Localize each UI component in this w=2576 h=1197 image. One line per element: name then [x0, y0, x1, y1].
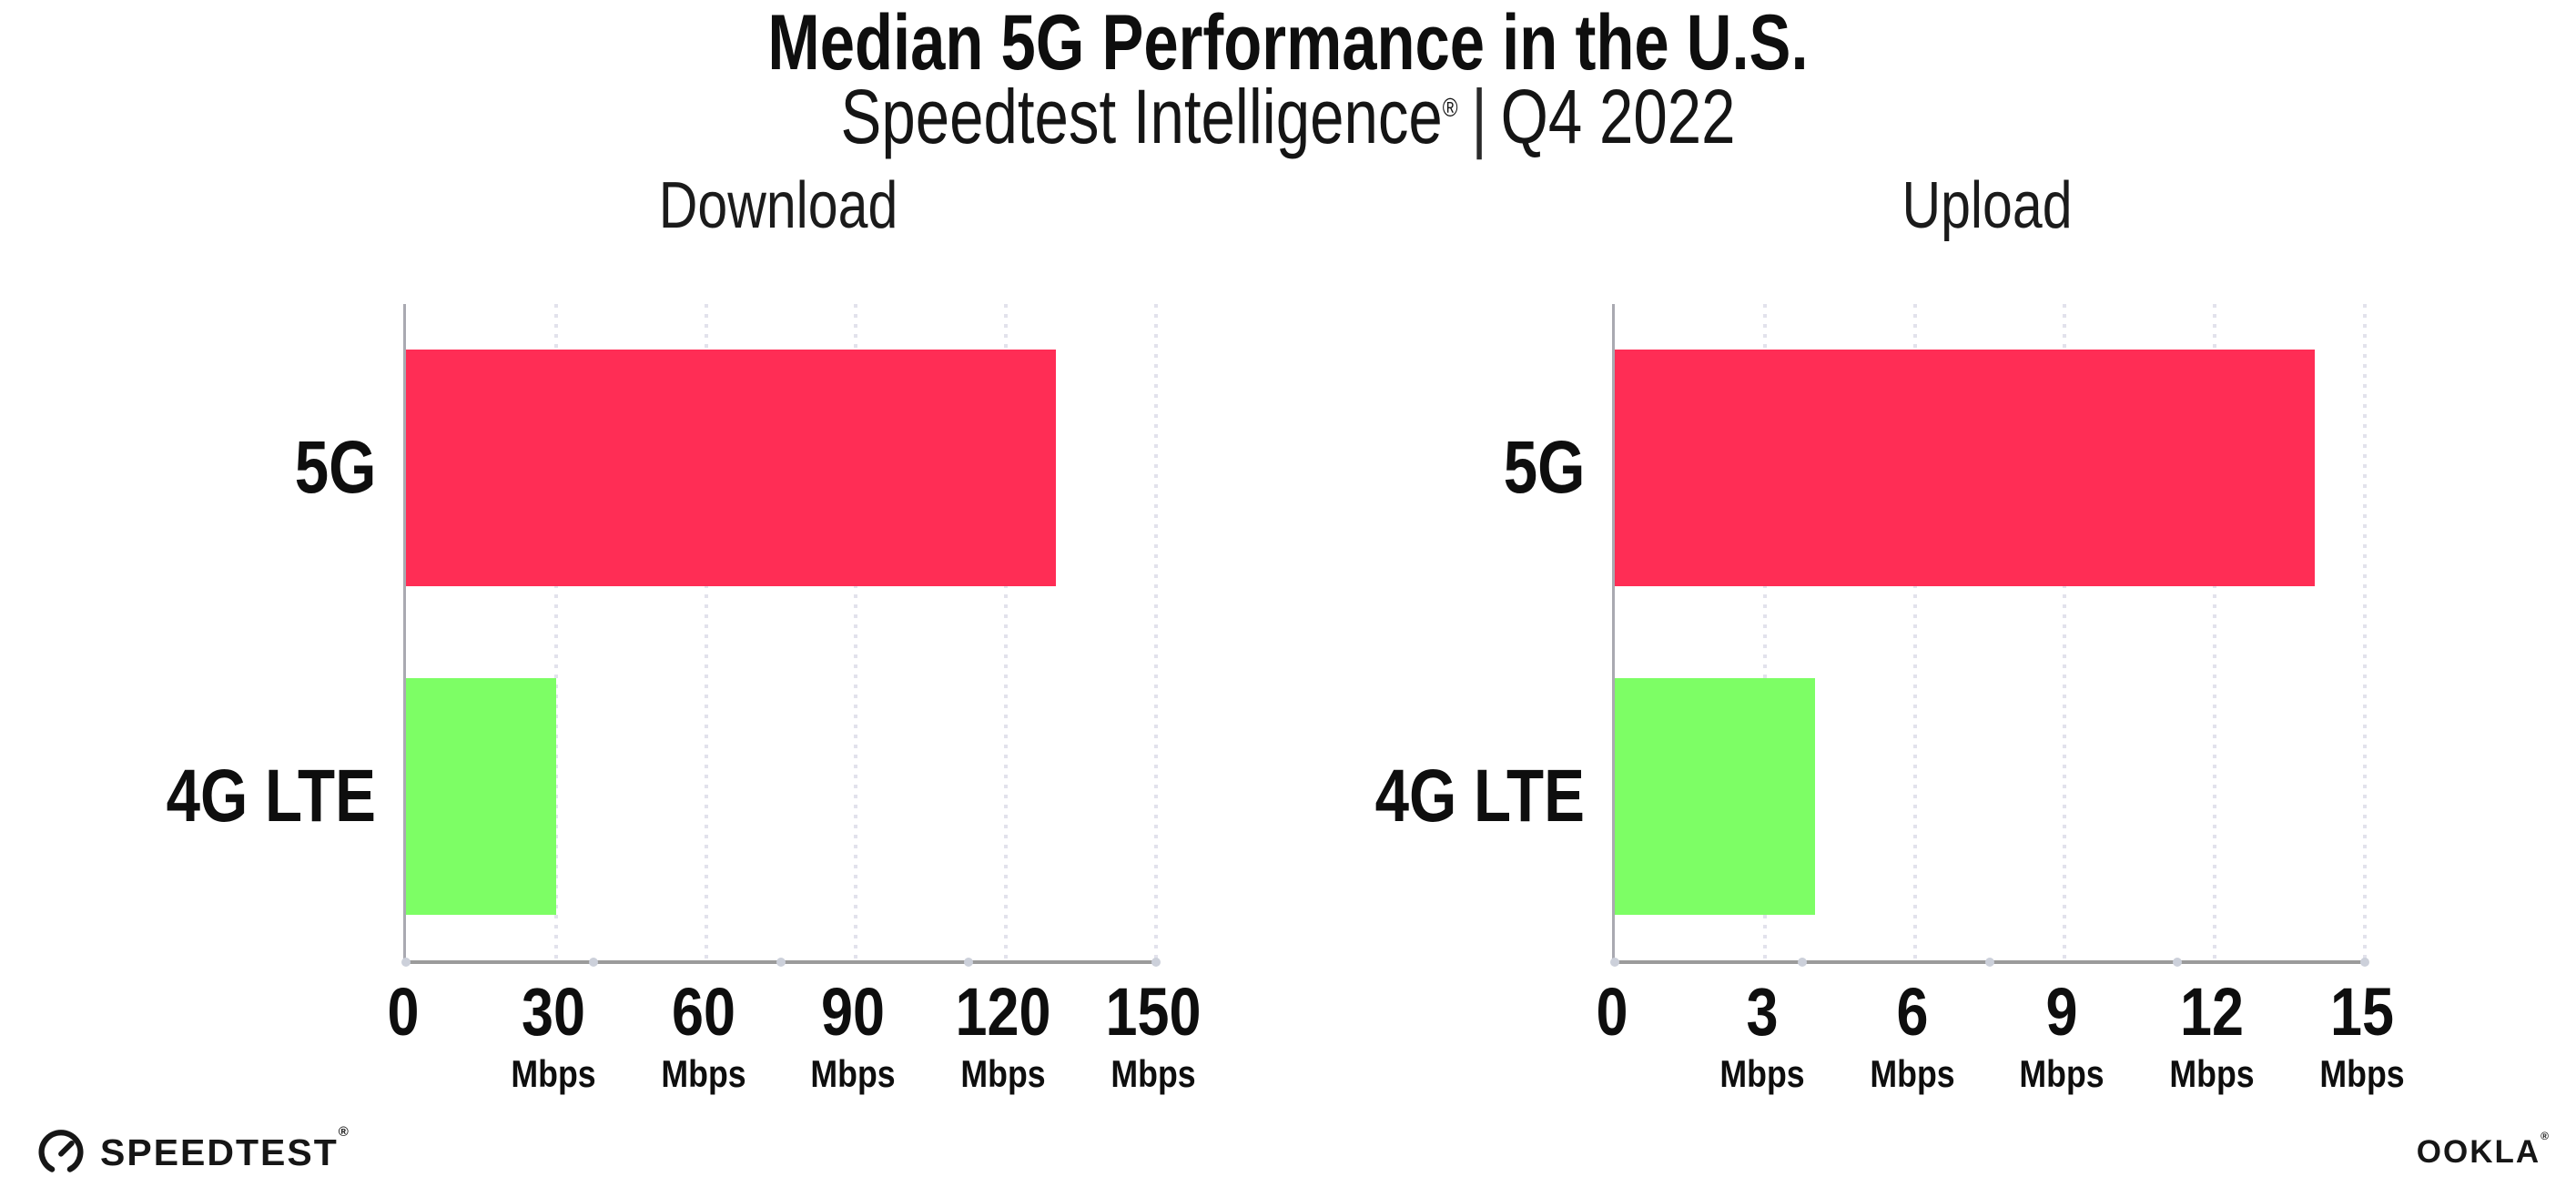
x-tick-0: 0 [1593, 979, 1630, 1046]
speedtest-registered-icon: ® [338, 1123, 350, 1140]
speedtest-text: SPEEDTEST [100, 1131, 339, 1173]
ookla-text: OOKLA [2416, 1134, 2541, 1170]
x-tick-3: 3 Mbps [1712, 979, 1812, 1093]
category-label-5g: 5G [294, 426, 376, 510]
gridline-3 [1762, 304, 1767, 960]
x-tick-9: 9 Mbps [2013, 979, 2113, 1093]
category-label-4g-lte: 4G LTE [1374, 754, 1585, 837]
gridline-12 [2213, 304, 2217, 960]
subtitle-separator: | [1471, 74, 1487, 159]
speedtest-logo: SPEEDTEST® [36, 1125, 350, 1179]
x-tick-value: 9 [2045, 974, 2078, 1050]
subtitle-period: Q4 2022 [1500, 74, 1736, 159]
plot-area [1610, 304, 2369, 967]
x-tick-6: 6 Mbps [1862, 979, 1962, 1093]
x-tick-90: 90 Mbps [804, 979, 904, 1093]
download-chart: Download 5G 4G LTE 0 30 Mbps 60 Mbps 90 Mbps 120 M… [167, 0, 1202, 1197]
bar-5g [406, 350, 1057, 587]
axis-dot [1798, 958, 1807, 967]
axis-dot [1985, 958, 1994, 967]
chart-title-download: Download [658, 169, 898, 242]
category-label-5g: 5G [1503, 426, 1585, 510]
x-tick-value: 15 [2330, 974, 2394, 1050]
x-tick-unit: Mbps [2319, 1052, 2405, 1095]
gridline-60 [704, 304, 708, 960]
gridline-90 [854, 304, 858, 960]
x-tick-value: 3 [1746, 974, 1779, 1050]
axis-dot [1610, 958, 1619, 967]
gridline-15 [2363, 304, 2367, 960]
speedtest-gauge-icon [38, 1130, 84, 1172]
category-label-4g-lte: 4G LTE [166, 754, 376, 837]
axis-dot [2360, 958, 2369, 967]
bar-4g-lte [406, 677, 556, 915]
x-tick-0: 0 [384, 979, 421, 1046]
x-tick-value: 6 [1896, 974, 1929, 1050]
registered-mark-icon: ® [1442, 94, 1458, 123]
x-tick-unit: Mbps [511, 1052, 596, 1095]
axis-dot [401, 958, 411, 967]
x-tick-value: 30 [521, 974, 585, 1050]
x-tick-unit: Mbps [1719, 1052, 1805, 1095]
gridline-150 [1154, 304, 1158, 960]
subtitle-brand: Speedtest Intelligence [840, 74, 1443, 159]
x-tick-value: 120 [955, 974, 1051, 1050]
gridline-120 [1004, 304, 1009, 960]
x-tick-unit: Mbps [1869, 1052, 1955, 1095]
axis-dot [1151, 958, 1161, 967]
gridline-6 [1912, 304, 1917, 960]
chart-title-upload: Upload [1902, 169, 2073, 242]
x-tick-12: 12 Mbps [2162, 979, 2262, 1093]
gridline-9 [2063, 304, 2067, 960]
x-tick-unit: Mbps [810, 1052, 896, 1095]
x-tick-unit: Mbps [2169, 1052, 2255, 1095]
page-title: Median 5G Performance in the U.S. [767, 0, 1809, 86]
ookla-registered-icon: ® [2541, 1130, 2551, 1142]
page-subtitle: Speedtest Intelligence® | Q4 2022 [841, 78, 1736, 155]
x-tick-value: 0 [387, 974, 420, 1050]
x-tick-value: 12 [2180, 974, 2245, 1050]
x-tick-value: 60 [671, 974, 735, 1050]
plot-area [401, 304, 1161, 967]
x-tick-value: 150 [1105, 974, 1202, 1050]
bar-5g [1615, 350, 2316, 587]
x-tick-unit: Mbps [2019, 1052, 2104, 1095]
axis-dot [776, 958, 786, 967]
x-tick-60: 60 Mbps [654, 979, 754, 1093]
axis-dot [964, 958, 973, 967]
x-tick-value: 90 [821, 974, 886, 1050]
x-tick-value: 0 [1596, 974, 1628, 1050]
upload-chart: Upload 5G 4G LTE 0 3 Mbps 6 Mbps 9 Mbps 12 Mbps 15 M… [1375, 0, 2405, 1197]
x-tick-120: 120 Mbps [947, 979, 1059, 1093]
x-tick-15: 15 Mbps [2312, 979, 2412, 1093]
x-tick-unit: Mbps [660, 1052, 746, 1095]
x-tick-150: 150 Mbps [1097, 979, 1209, 1093]
x-tick-unit: Mbps [960, 1052, 1046, 1095]
axis-dot [2173, 958, 2182, 967]
x-tick-30: 30 Mbps [503, 979, 603, 1093]
speedtest-wordmark: SPEEDTEST® [100, 1125, 350, 1173]
x-tick-unit: Mbps [1111, 1052, 1196, 1095]
gridline-30 [553, 304, 558, 960]
axis-dot [589, 958, 598, 967]
ookla-logo: OOKLA® [2416, 1131, 2551, 1170]
bar-4g-lte [1615, 677, 1815, 915]
